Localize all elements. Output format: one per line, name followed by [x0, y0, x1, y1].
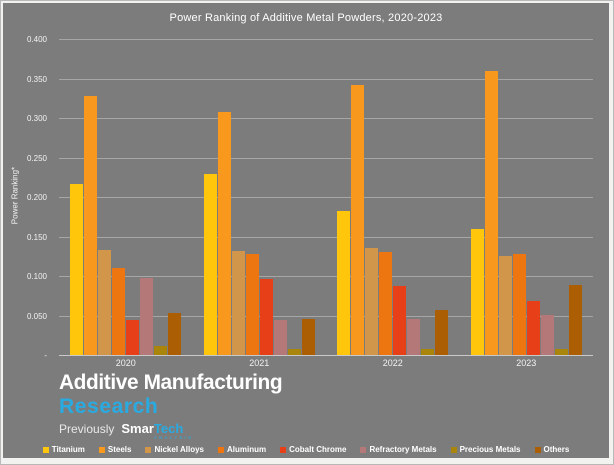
logo-line-previously-smartech: Previously Smar Tech ANALYSIS	[59, 422, 289, 441]
bar-groups	[59, 39, 593, 355]
legend-label: Aluminum	[226, 445, 267, 454]
logo-line-additive-manufacturing: Additive Manufacturing	[59, 370, 283, 394]
bar-nickel-alloys	[498, 256, 512, 355]
y-tick-label: 0.050	[26, 311, 47, 321]
y-tick-label: 0.400	[26, 35, 47, 44]
bar-group-2022	[326, 39, 460, 355]
legend-label: Steels	[107, 445, 132, 454]
gridline	[59, 276, 593, 277]
bar-cobalt-chrome	[393, 286, 407, 355]
y-tick-label: 0.250	[26, 153, 47, 163]
bar-group-2020	[59, 39, 193, 355]
logo-tech-text: Tech	[153, 420, 184, 436]
logo-tech-wrap: Tech ANALYSIS	[154, 422, 193, 441]
bar-refractory-metals	[407, 319, 421, 355]
logo-analysis-text: ANALYSIS	[153, 434, 194, 440]
bar-others	[168, 313, 182, 355]
gridline	[59, 315, 593, 317]
bar-steels	[484, 71, 498, 355]
logo-previously-text: Previously	[59, 421, 115, 436]
bar-titanium	[70, 183, 84, 355]
bar-nickel-alloys	[98, 249, 112, 355]
bar-titanium	[203, 174, 217, 355]
bar-steels	[351, 84, 365, 355]
bar-steels	[84, 95, 98, 355]
bar-precious-metals	[154, 346, 168, 355]
x-axis-label: 2021	[249, 358, 270, 368]
bar-steels	[217, 112, 231, 355]
bar-group-2023	[460, 39, 594, 355]
legend-label: Nickel Alloys	[154, 445, 204, 454]
legend-swatch-icon	[360, 446, 367, 453]
legend-item-titanium: Titanium	[42, 445, 85, 454]
legend-swatch-icon	[145, 446, 152, 453]
x-axis-label: 2020	[115, 358, 136, 368]
legend-swatch-icon	[534, 446, 541, 453]
y-tick-label: 0.350	[26, 74, 47, 84]
bar-precious-metals	[554, 348, 568, 355]
gridline	[59, 236, 593, 238]
y-tick-label: 0.200	[26, 193, 47, 202]
y-tick-label: 0.300	[26, 114, 47, 123]
legend-swatch-icon	[42, 446, 49, 453]
bar-refractory-metals	[273, 320, 287, 355]
legend-item-aluminum: Aluminum	[217, 445, 267, 454]
legend-label: Others	[543, 445, 570, 454]
legend-label: Precious Metals	[459, 445, 521, 454]
gridline	[59, 78, 593, 80]
y-tick-label: 0.150	[26, 232, 47, 242]
legend-item-cobalt-chrome: Cobalt Chrome	[280, 445, 346, 454]
plot-area	[59, 39, 593, 356]
legend-item-steels: Steels	[98, 445, 132, 454]
legend-label: Refractory Metals	[369, 445, 437, 454]
bar-cobalt-chrome	[126, 320, 140, 355]
bar-cobalt-chrome	[259, 279, 273, 355]
bar-aluminum	[379, 251, 393, 355]
bar-titanium	[337, 211, 351, 355]
chart-slide: Power Ranking of Additive Metal Powders,…	[3, 3, 609, 458]
legend-swatch-icon	[98, 446, 105, 453]
legend-swatch-icon	[450, 446, 457, 453]
bar-others	[435, 309, 449, 355]
logo-smar-text: Smar	[121, 420, 154, 436]
bar-nickel-alloys	[231, 250, 245, 355]
gridline	[59, 197, 593, 198]
y-tick-label: 0.100	[26, 272, 47, 281]
legend-label: Titanium	[51, 445, 85, 454]
legend-item-refractory-metals: Refractory Metals	[360, 445, 437, 454]
bar-titanium	[470, 229, 484, 355]
company-logo: Additive Manufacturing Research Previous…	[59, 370, 289, 441]
bar-cobalt-chrome	[526, 300, 540, 355]
bar-aluminum	[245, 253, 259, 355]
bar-group-2021	[193, 39, 327, 355]
bar-refractory-metals	[140, 278, 154, 355]
legend-item-nickel-alloys: Nickel Alloys	[145, 445, 204, 454]
logo-line-research: Research	[59, 394, 159, 418]
bar-others	[301, 318, 315, 355]
legend-label: Cobalt Chrome	[289, 445, 347, 454]
gridline	[59, 118, 593, 119]
legend-swatch-icon	[280, 446, 287, 453]
bar-others	[568, 285, 582, 355]
x-axis-line	[59, 355, 593, 356]
gridline	[59, 39, 593, 40]
bar-refractory-metals	[540, 314, 554, 355]
chart-legend: Titanium Steels Nickel Alloys Aluminum Cobal…	[3, 445, 609, 454]
x-axis-label: 2023	[516, 358, 537, 368]
bar-precious-metals	[421, 348, 435, 355]
bar-aluminum	[112, 268, 126, 355]
bar-aluminum	[512, 253, 526, 355]
legend-item-others: Others	[534, 445, 570, 454]
x-axis-labels: 2020 2021 2022 2023	[59, 358, 593, 368]
legend-swatch-icon	[217, 446, 224, 453]
y-axis-ticks: 0.400 0.350 0.300 0.250 0.200 0.150 0.100 0.050…	[3, 35, 53, 360]
legend-item-precious-metals: Precious Metals	[450, 445, 521, 454]
y-tick-label: -	[44, 351, 47, 360]
bar-precious-metals	[287, 348, 301, 355]
bar-nickel-alloys	[365, 247, 379, 355]
x-axis-label: 2022	[382, 358, 403, 368]
gridline	[59, 157, 593, 159]
chart-title: Power Ranking of Additive Metal Powders,…	[169, 12, 443, 24]
